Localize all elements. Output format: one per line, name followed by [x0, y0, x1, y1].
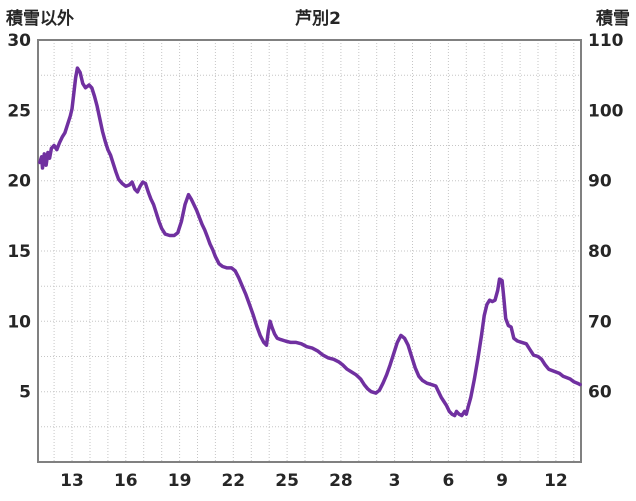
- right-axis-tick-label: 80: [588, 242, 612, 262]
- right-axis-title: 積雪: [596, 9, 630, 29]
- gridlines: [38, 40, 581, 462]
- right-axis-tick-label: 60: [588, 383, 612, 403]
- x-axis-tick-label: 13: [60, 471, 84, 491]
- chart-title: 芦別2: [295, 9, 341, 29]
- left-axis-tick-label: 10: [7, 312, 31, 332]
- x-axis-tick-label: 6: [442, 471, 454, 491]
- x-axis-tick-label: 22: [221, 471, 245, 491]
- left-axis-title: 積雪以外: [6, 9, 74, 29]
- x-axis-tick-labels: 13 16 19 22 25 28 3 6 9 12: [60, 471, 568, 491]
- series-line-snow-depth: [38, 66, 582, 418]
- left-axis-tick-label: 15: [7, 242, 31, 262]
- x-axis-tick-label: 12: [544, 471, 568, 491]
- left-axis-tick-label: 25: [7, 101, 31, 121]
- right-axis-tick-label: 100: [588, 101, 624, 121]
- right-axis-tick-label: 70: [588, 312, 612, 332]
- x-axis-tick-label: 3: [389, 471, 401, 491]
- left-axis-tick-label: 5: [19, 383, 31, 403]
- right-axis-tick-labels: 60 70 80 90 100 110: [588, 31, 624, 403]
- plot-border: [37, 39, 582, 463]
- x-axis-tick-label: 19: [168, 471, 192, 491]
- right-axis-tick-label: 110: [588, 31, 624, 51]
- left-axis-tick-label: 20: [7, 172, 31, 192]
- x-axis-tick-label: 9: [496, 471, 508, 491]
- left-axis-tick-label: 30: [7, 31, 31, 51]
- right-axis-tick-label: 90: [588, 172, 612, 192]
- x-axis-tick-label: 16: [114, 471, 138, 491]
- left-axis-tick-labels: 5 10 15 20 25 30: [7, 31, 31, 403]
- x-axis-tick-label: 28: [329, 471, 353, 491]
- x-axis-tick-label: 25: [275, 471, 299, 491]
